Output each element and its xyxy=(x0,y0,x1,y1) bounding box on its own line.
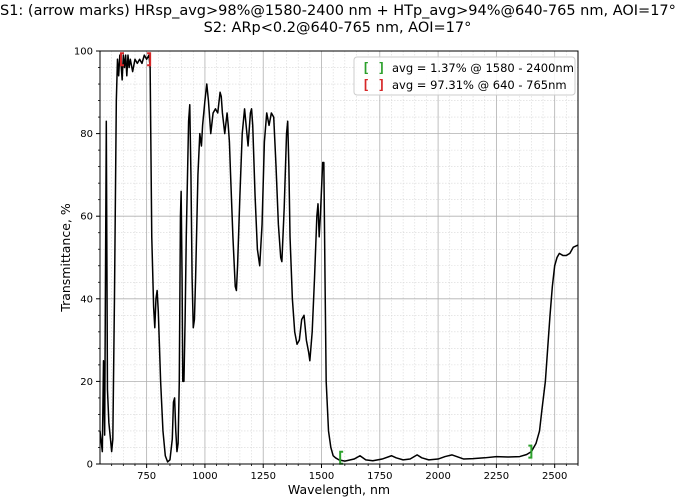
bracket-mark-right xyxy=(528,444,533,459)
y-tick-label: 0 xyxy=(87,460,93,471)
transmittance-curve xyxy=(99,54,579,463)
y-tick-label: 80 xyxy=(80,129,93,140)
legend: [ ] avg = 1.37% @ 1580 - 2400nm [ ] avg = 9… xyxy=(353,56,576,96)
x-axis-label: Wavelength, nm xyxy=(288,482,390,497)
y-tick-label: 20 xyxy=(80,377,93,388)
major-grid xyxy=(100,51,578,464)
x-tick-label: 1500 xyxy=(309,471,334,482)
legend-marker: [ ] xyxy=(362,78,385,93)
plot-area xyxy=(99,54,579,463)
legend-marker: [ ] xyxy=(362,61,385,76)
minor-grid xyxy=(99,51,579,464)
plot-frame xyxy=(99,50,579,465)
y-tick-label: 100 xyxy=(74,47,93,58)
y-axis-label: Transmittance, % xyxy=(58,203,73,313)
x-tick-label: 2500 xyxy=(542,471,567,482)
legend-label: avg = 97.31% @ 640 - 765nm xyxy=(392,78,567,92)
x-tick-label: 1000 xyxy=(192,471,217,482)
x-tick-label: 1250 xyxy=(250,471,275,482)
chart-title-line-1: S1: (arrow marks) HRsp_avg>98%@1580-2400… xyxy=(0,3,675,19)
x-tick-label: 2250 xyxy=(484,471,509,482)
legend-label: avg = 1.37% @ 1580 - 2400nm xyxy=(392,61,574,75)
bracket-mark-left xyxy=(119,52,124,67)
y-tick-label: 40 xyxy=(80,294,93,305)
bracket-mark-right xyxy=(147,52,152,67)
x-tick-label: 2000 xyxy=(425,471,450,482)
chart-title-line-2: S2: ARp<0.2@640-765 nm, AOI=17° xyxy=(203,20,472,36)
bracket-mark-left xyxy=(339,450,344,465)
x-tick-label: 1750 xyxy=(367,471,392,482)
y-tick-label: 60 xyxy=(80,212,93,223)
x-tick-label: 750 xyxy=(137,471,156,482)
axis-ticks: 750 1000 1250 1500 1750 2000 2250 2500 0 20 40 60 80… xyxy=(74,47,579,482)
legend-box xyxy=(353,56,576,96)
